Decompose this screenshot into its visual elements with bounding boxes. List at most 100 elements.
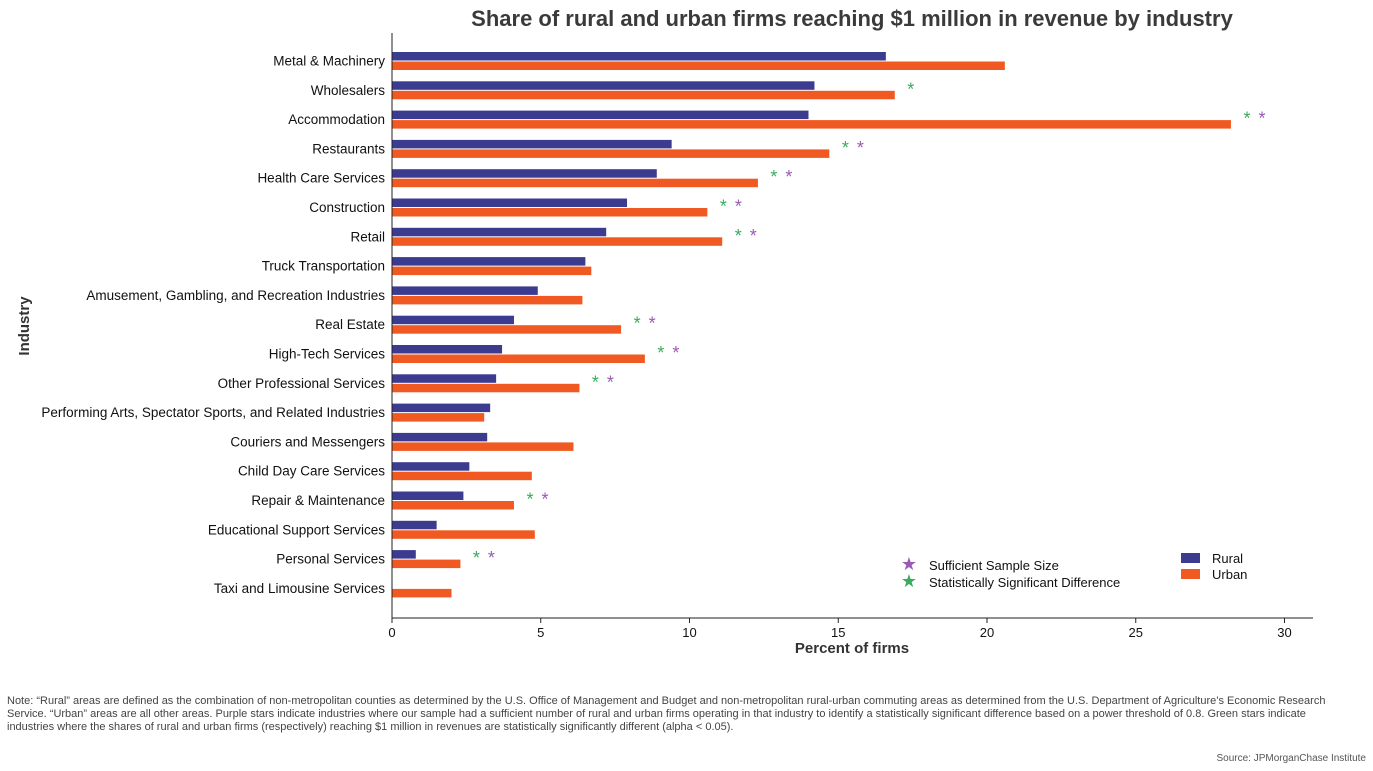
bar-rural [392,374,497,383]
sufficient-sample-star-icon: * [607,372,614,392]
bar-rural [392,462,470,471]
bar-urban [392,501,514,510]
bar-urban [392,90,895,100]
sufficient-sample-star-icon: * [857,138,864,158]
significant-star-icon: * [657,343,664,363]
category-label: Educational Support Services [208,522,385,537]
significant-star-icon: * [592,372,599,392]
category-label: Performing Arts, Spectator Sports, and R… [41,405,385,420]
x-tick-label: 20 [980,625,994,640]
category-label: Child Day Care Services [238,464,385,479]
x-axis-title: Percent of firms [795,640,909,657]
bars-group [392,52,1231,598]
category-label: Restaurants [312,141,385,156]
bar-rural [392,491,464,500]
legend-label: Urban [1212,567,1247,582]
category-label: Construction [309,200,385,215]
bar-rural [392,403,491,413]
bar-urban [392,61,1005,70]
bar-urban [392,295,583,305]
bar-urban [392,208,708,217]
legend-star-icon: ★ [901,554,917,574]
bar-rural [392,520,437,530]
bar-urban [392,588,452,598]
bar-rural [392,432,488,442]
source-credit: Source: JPMorganChase Institute [1216,753,1366,764]
bar-urban [392,383,580,393]
significant-star-icon: * [526,490,533,510]
bar-rural [392,110,809,120]
y-axis-title: Industry [16,296,33,356]
footnote: Note: “Rural” areas are defined as the c… [7,695,1326,733]
significant-star-icon: * [634,314,641,334]
bar-rural [392,315,514,325]
sufficient-sample-star-icon: * [649,314,656,334]
category-labels: Metal & Machinery Wholesalers Accommodatio… [41,54,385,596]
significant-star-icon: * [720,197,727,217]
category-label: Other Professional Services [218,376,386,391]
category-label: Accommodation [288,112,385,127]
bar-rural [392,550,416,559]
bar-urban [392,325,622,334]
sufficient-sample-star-icon: * [672,343,679,363]
category-label: Amusement, Gambling, and Recreation Indu… [86,288,385,303]
bar-rural [392,52,886,61]
bar-rural [392,139,672,149]
category-label: Repair & Maintenance [251,493,385,508]
significant-star-icon: * [842,138,849,158]
sufficient-sample-star-icon: * [1258,109,1265,129]
sufficient-sample-star-icon: * [541,490,548,510]
bar-urban [392,559,461,569]
sufficient-sample-star-icon: * [488,548,495,568]
bar-urban [392,178,758,188]
significant-star-icon: * [1243,109,1250,129]
bar-urban [392,237,723,246]
sufficient-sample-star-icon: * [735,197,742,217]
category-label: Metal & Machinery [273,54,385,69]
bar-urban [392,354,645,363]
significance-stars: ** ** ** ** ** ** ** ** ** ** * [473,79,1266,568]
category-label: Wholesalers [311,83,386,98]
bar-rural [392,257,586,266]
legend-swatch [1181,553,1200,563]
category-label: Health Care Services [257,171,385,186]
x-tick-label: 0 [388,625,395,640]
bar-urban [392,120,1231,129]
significant-star-icon: * [907,79,914,99]
legend-star-icon: ★ [901,571,917,591]
category-label: Taxi and Limousine Services [214,581,385,596]
bar-urban [392,530,535,539]
legend: ★ Sufficient Sample Size ★ Statistically Si… [901,551,1247,591]
sufficient-sample-star-icon: * [750,226,757,246]
bar-urban [392,471,532,481]
category-label: Retail [350,229,385,244]
category-label: Couriers and Messengers [230,434,385,449]
category-label: High-Tech Services [269,347,386,362]
legend-swatch [1181,569,1200,579]
x-tick-label: 30 [1277,625,1291,640]
x-tick-label: 10 [682,625,696,640]
bar-urban [392,442,574,451]
bar-urban [392,413,485,422]
legend-label: Rural [1212,551,1243,566]
bar-rural [392,169,657,178]
bar-rural [392,345,503,354]
bar-rural [392,198,628,207]
x-axis-ticks: 0 5 10 15 20 25 30 [388,618,1292,640]
legend-label: Sufficient Sample Size [929,558,1059,573]
category-label: Personal Services [276,552,385,567]
sufficient-sample-star-icon: * [785,167,792,187]
bar-urban [392,266,592,276]
x-tick-label: 25 [1129,625,1143,640]
bar-urban [392,149,830,158]
significant-star-icon: * [770,167,777,187]
category-label: Real Estate [315,317,385,332]
significant-star-icon: * [735,226,742,246]
chart-title: Share of rural and urban firms reaching … [471,6,1233,31]
bar-rural [392,227,607,237]
bar-rural [392,286,538,295]
x-tick-label: 5 [537,625,544,640]
legend-label: Statistically Significant Difference [929,575,1120,590]
significant-star-icon: * [473,548,480,568]
